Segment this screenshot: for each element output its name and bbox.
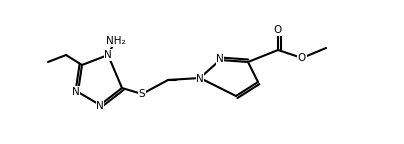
Text: S: S bbox=[139, 89, 145, 99]
Text: O: O bbox=[274, 25, 282, 35]
Text: N: N bbox=[96, 101, 104, 111]
Text: NH₂: NH₂ bbox=[106, 36, 126, 46]
Text: N: N bbox=[216, 54, 224, 64]
Text: O: O bbox=[298, 53, 306, 63]
Text: N: N bbox=[196, 74, 204, 84]
Text: N: N bbox=[104, 50, 112, 60]
Text: N: N bbox=[72, 87, 80, 97]
